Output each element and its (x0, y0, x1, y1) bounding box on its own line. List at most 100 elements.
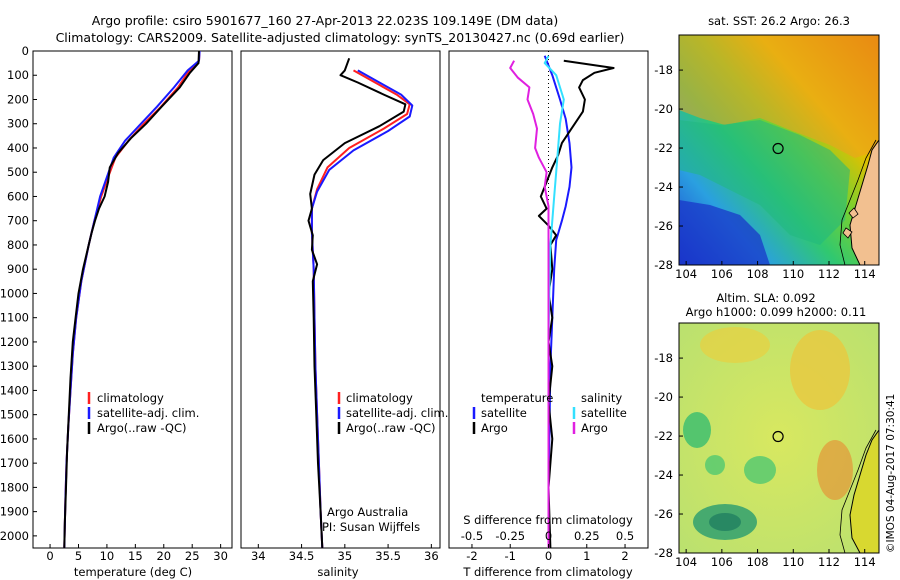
difference-top-tick-label: 0 (545, 529, 552, 543)
legend-label-argo: Argo(..raw -QC) (346, 421, 436, 435)
sla-warm-patch (817, 440, 853, 500)
salinity-x-tick-label: 34 (251, 549, 266, 563)
depth-tick-label: 800 (7, 238, 29, 252)
depth-tick-label: 1500 (0, 408, 29, 422)
sst-map-x-tick-label: 110 (782, 267, 804, 281)
depth-tick-label: 2000 (0, 529, 29, 543)
temperature-x-tick-label: 0 (46, 549, 53, 563)
sst-map-x-tick-label: 104 (675, 267, 697, 281)
timestamp-text: ©IMOS 04-Aug-2017 07:30:41 (885, 394, 897, 553)
depth-tick-label: 1400 (0, 383, 29, 397)
depth-tick-label: 900 (7, 262, 29, 276)
difference-xlabel: T difference from climatology (462, 565, 633, 579)
sla-y-ticks: -18 -20 -22 -24 -26 -28 (654, 351, 683, 560)
sla-map-title: Altim. SLA: 0.092 (716, 291, 815, 305)
sla-cool-patch (705, 455, 725, 475)
salinity-xlabel: salinity (317, 565, 358, 579)
sst-cool-patch (679, 200, 770, 265)
difference-x-tick-label: 1 (583, 549, 590, 563)
temperature-x-ticks: 0 5 10 15 20 25 30 (46, 544, 228, 563)
sla-cool-patch (683, 412, 711, 448)
difference-x-tick-label: 0 (545, 549, 552, 563)
sla-land (849, 429, 879, 553)
salinity-x-ticks: 34 34.5 35 35.5 36 (251, 544, 439, 563)
legend-label-climatology: climatology (97, 391, 164, 405)
sst-map-x-tick-label: 106 (711, 267, 733, 281)
depth-tick-label: 200 (7, 92, 29, 106)
sla-argo-marker (772, 430, 784, 443)
sst-field (679, 35, 879, 265)
legend-label-satellite: satellite-adj. clim. (346, 406, 448, 420)
sla-map-y-tick-label: -22 (654, 429, 673, 443)
legend-label-satellite: satellite-adj. clim. (97, 406, 199, 420)
sst-green-patch (679, 120, 850, 245)
sst-map-title: sat. SST: 26.2 Argo: 26.3 (708, 14, 850, 28)
difference-series-t-argo (537, 59, 615, 549)
salinity-x-tick-label: 35 (338, 549, 353, 563)
sla-map-x-tick-label: 114 (854, 555, 876, 569)
temperature-x-tick-label: 15 (128, 549, 143, 563)
depth-tick-label: 1200 (0, 335, 29, 349)
figure-title-line2: Climatology: CARS2009. Satellite-adjuste… (56, 30, 625, 45)
temperature-axes-frame (32, 50, 233, 549)
depth-tick-label: 0 (22, 44, 29, 58)
salinity-series-argo (307, 57, 407, 549)
sla-map-y-tick-label: -26 (654, 507, 673, 521)
sst-map-frame (678, 34, 880, 266)
difference-top-tick-label: -0.25 (495, 529, 525, 543)
difference-top-tick-label: -0.5 (461, 529, 483, 543)
sst-y-ticks: -18 -20 -22 -24 -26 -28 (654, 63, 683, 272)
difference-xlabel-top: S difference from climatology (463, 513, 633, 527)
sla-map-y-tick-label: -24 (654, 468, 673, 482)
sst-map-x-tick-label: 114 (854, 267, 876, 281)
sla-warm-patch (700, 327, 770, 363)
salinity-x-tick-label: 35.5 (375, 549, 401, 563)
sst-map-y-tick-label: -28 (654, 258, 673, 272)
difference-panel: -2 -1 0 1 2 -0.5 -0.25 0 0.25 0.5 S difference fr… (448, 50, 649, 579)
sla-map-y-tick-label: -20 (654, 390, 673, 404)
temperature-x-tick-label: 25 (185, 549, 200, 563)
sla-map-x-tick-label: 110 (782, 555, 804, 569)
temperature-series (63, 50, 201, 549)
depth-tick-label: 500 (7, 165, 29, 179)
sla-map-frame (678, 322, 880, 554)
depth-tick-label: 1900 (0, 505, 29, 519)
temperature-xlabel: temperature (deg C) (74, 565, 192, 579)
salinity-axes-frame (240, 50, 441, 549)
legend-label-s-argo: Argo (581, 421, 608, 435)
difference-top-tick-label: 0.5 (616, 529, 634, 543)
sst-x-ticks: 104 106 108 110 112 114 (675, 261, 876, 281)
legend-label-climatology: climatology (346, 391, 413, 405)
salinity-panel: 34 34.5 35 35.5 36 salinity climatology sate… (240, 50, 448, 579)
temperature-x-tick-label: 20 (156, 549, 171, 563)
sla-warm-patch (790, 330, 850, 410)
depth-tick-label: 400 (7, 141, 29, 155)
legend-label-t-satellite: satellite (481, 406, 527, 420)
salinity-x-tick-label: 34.5 (289, 549, 315, 563)
depth-tick-label: 100 (7, 68, 29, 82)
difference-x-tick-label: -1 (504, 549, 515, 563)
temperature-x-tick-label: 30 (213, 549, 228, 563)
sst-map-x-tick-label: 108 (747, 267, 769, 281)
temperature-x-tick-label: 5 (75, 549, 82, 563)
sst-map-panel: sat. SST: 26.2 Argo: 26.3 104 106 108 110 11… (654, 14, 880, 281)
depth-tick-label: 1600 (0, 432, 29, 446)
sla-isobath (839, 429, 877, 553)
sla-map-x-tick-label: 112 (818, 555, 840, 569)
legend-label-argo: Argo(..raw -QC) (97, 421, 187, 435)
difference-series-s-argo (509, 60, 550, 548)
depth-tick-label: 700 (7, 214, 29, 228)
salinity-legend: climatology satellite-adj. clim. Argo(..… (337, 391, 448, 435)
difference-x-ticks: -2 -1 0 1 2 -0.5 -0.25 0 0.25 0.5 (461, 529, 634, 563)
temperature-panel: 0100200300400500600700800900100011001200… (0, 44, 453, 579)
sla-map-y-tick-label: -18 (654, 351, 673, 365)
difference-series (509, 55, 615, 549)
depth-tick-label: 1800 (0, 480, 29, 494)
depth-tick-label: 1300 (0, 359, 29, 373)
sla-map-x-tick-label: 104 (675, 555, 697, 569)
difference-legend: temperature salinity satellite Argo sate… (472, 391, 627, 435)
figure-title-line1: Argo profile: csiro 5901677_160 27-Apr-2… (92, 13, 559, 28)
sst-map-y-tick-label: -20 (654, 102, 673, 116)
temperature-legend: climatology satellite-adj. clim. Argo(..… (87, 391, 199, 435)
